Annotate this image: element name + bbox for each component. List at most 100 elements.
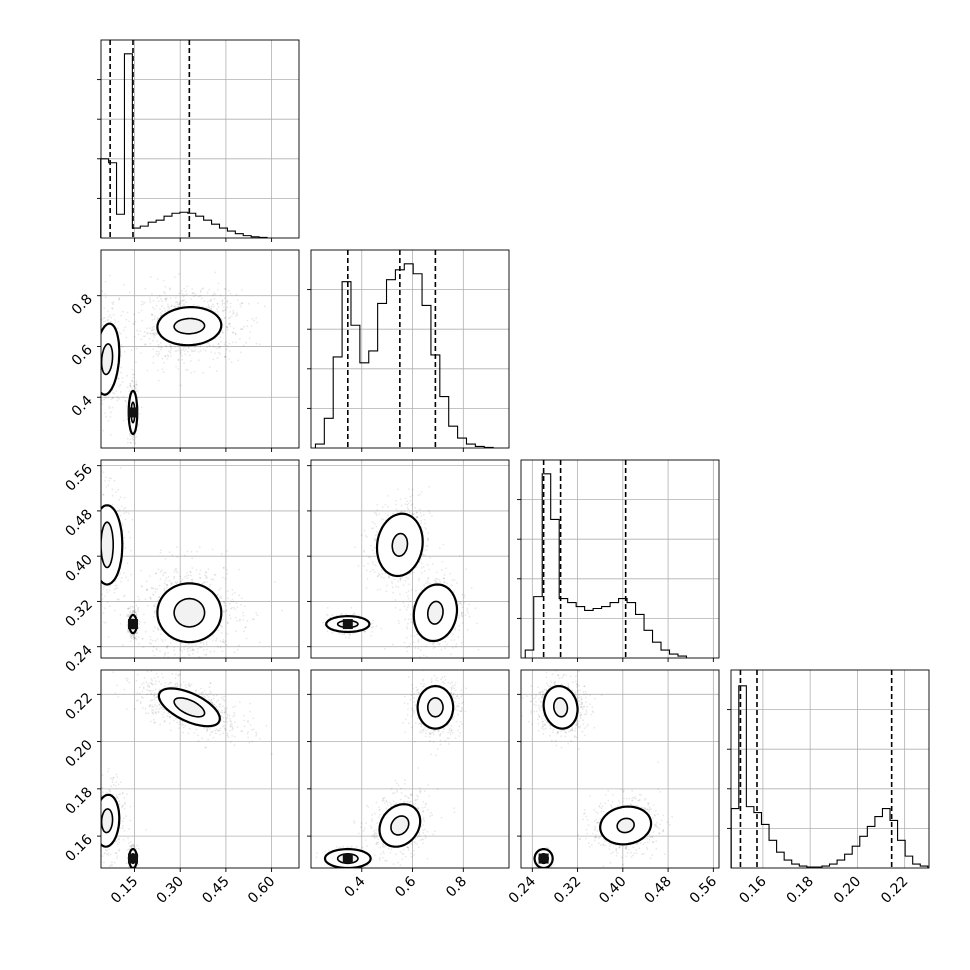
sample-point: [394, 606, 397, 609]
sample-point: [429, 582, 431, 585]
sample-point: [193, 649, 196, 652]
sample-point: [201, 583, 204, 585]
sample-point: [369, 570, 372, 573]
sample-point: [126, 625, 129, 628]
sample-point: [168, 579, 171, 582]
sample-point: [211, 730, 214, 733]
sample-point: [453, 639, 456, 641]
sample-point: [129, 610, 132, 613]
sample-point: [169, 345, 171, 347]
sample-point: [124, 518, 127, 521]
sample-point: [104, 476, 107, 479]
density-contours: [101, 504, 223, 644]
sample-point: [155, 304, 158, 307]
sample-point: [238, 619, 241, 622]
sample-point: [240, 597, 243, 599]
sample-point: [441, 561, 444, 563]
sample-point: [192, 350, 195, 353]
sample-point: [414, 647, 417, 649]
sample-point: [118, 508, 121, 511]
plot-background: [521, 460, 719, 658]
sample-point: [134, 611, 137, 613]
sample-point: [182, 724, 185, 726]
sample-point: [421, 562, 423, 565]
sample-point: [156, 696, 158, 698]
sample-point: [234, 608, 237, 611]
sample-point: [153, 721, 156, 724]
sample-point: [166, 715, 169, 718]
sample-point: [436, 571, 438, 574]
sample-point: [191, 578, 194, 581]
sample-point: [158, 596, 160, 599]
sample-point: [218, 703, 221, 705]
sample-point: [461, 613, 463, 615]
sample-point: [184, 724, 187, 727]
sample-point: [126, 386, 129, 389]
sample-point: [176, 301, 178, 303]
sample-point: [119, 623, 122, 625]
sample-point: [214, 271, 217, 274]
sample-point: [202, 649, 205, 651]
sample-point: [422, 513, 425, 516]
sample-point: [161, 713, 164, 716]
sample-point: [124, 400, 126, 402]
sample-point: [114, 321, 116, 324]
sample-point: [224, 341, 227, 344]
sample-point: [150, 682, 153, 685]
sample-point: [225, 717, 228, 720]
sample-point: [171, 638, 174, 641]
sample-point: [243, 605, 246, 607]
sample-point: [221, 711, 224, 714]
sample-point: [152, 630, 155, 632]
sample-point: [151, 699, 154, 701]
sample-point: [189, 574, 192, 577]
sample-point: [213, 346, 216, 349]
sample-point: [180, 580, 183, 583]
sample-point: [174, 677, 177, 680]
sample-point: [150, 275, 152, 278]
sample-point: [160, 297, 162, 300]
sample-point: [117, 320, 120, 323]
sample-point: [232, 309, 235, 312]
sample-point: [158, 707, 161, 710]
sample-point: [425, 655, 428, 658]
sample-point: [220, 696, 223, 699]
sample-point: [130, 549, 132, 552]
sample-point: [416, 516, 419, 518]
sample-point: [169, 716, 171, 719]
sample-point: [397, 511, 399, 514]
sample-point: [168, 715, 171, 718]
sample-point: [109, 416, 112, 418]
sample-point: [219, 352, 222, 355]
sample-point: [229, 306, 232, 308]
sample-point: [120, 580, 122, 583]
sample-point: [416, 511, 418, 514]
sample-point: [463, 594, 466, 597]
sample-point: [191, 649, 194, 652]
sample-point: [240, 351, 242, 354]
sample-point: [184, 353, 187, 356]
sample-point: [202, 695, 204, 698]
sample-point: [169, 351, 172, 354]
sample-point: [451, 646, 454, 649]
sample-point: [163, 291, 165, 293]
sample-point: [215, 700, 218, 703]
sample-point: [101, 598, 104, 600]
sample-point: [125, 576, 128, 579]
sample-point: [177, 359, 180, 361]
sample-point: [442, 543, 445, 546]
sample-point: [107, 636, 110, 638]
sample-point: [407, 502, 410, 505]
sample-point: [178, 292, 181, 295]
sample-point: [143, 621, 146, 624]
sample-point: [229, 717, 231, 720]
sample-point: [240, 730, 243, 733]
sample-point: [133, 436, 136, 439]
sample-point: [185, 348, 188, 351]
sample-point: [118, 298, 121, 300]
sample-point: [439, 643, 441, 645]
sample-point: [121, 346, 124, 348]
sample-point: [406, 500, 409, 503]
sample-point: [131, 387, 133, 390]
sample-point: [236, 299, 239, 302]
